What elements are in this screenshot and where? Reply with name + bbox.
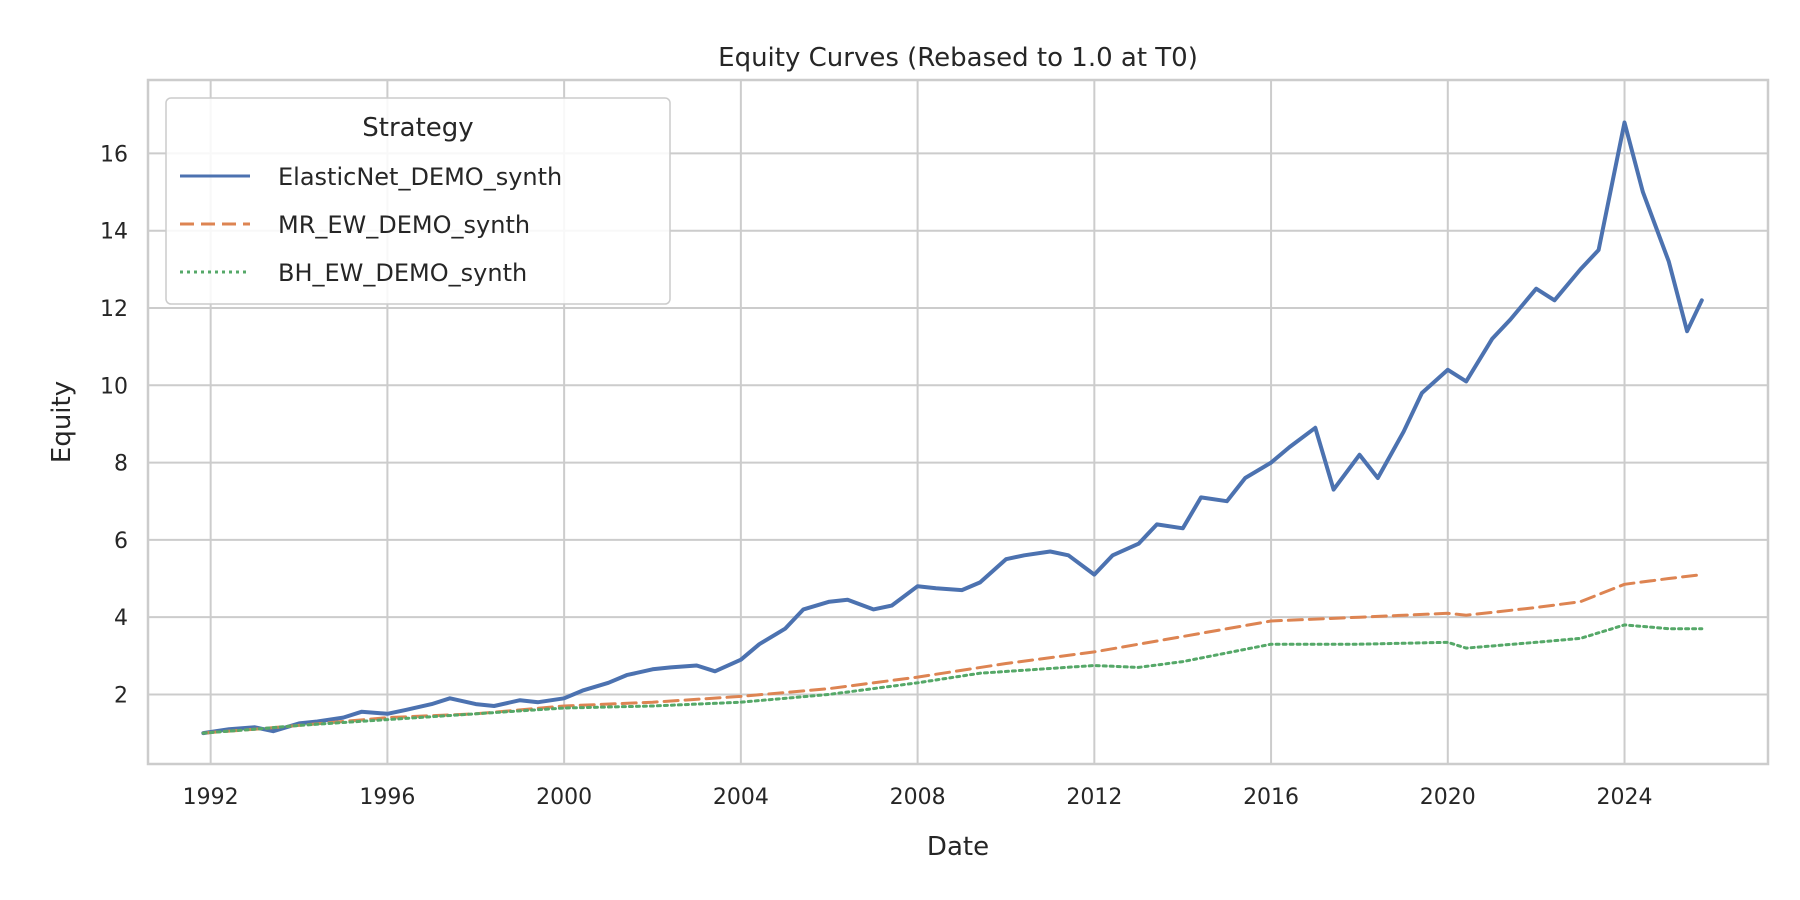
y-tick-labels: 2 4 6 8 10 12 14 16 (100, 142, 128, 708)
x-tick-label: 2008 (890, 785, 946, 810)
y-tick-label: 8 (114, 452, 128, 477)
series-line-0 (201, 120, 1704, 736)
legend-entries: ElasticNet_DEMO_synth MR_EW_DEMO_synth BH_… (180, 163, 562, 287)
y-tick-label: 16 (100, 142, 128, 167)
x-axis-label: Date (927, 832, 989, 862)
x-tick-label: 2012 (1066, 785, 1122, 810)
y-tick-label: 2 (114, 683, 128, 708)
x-tick-label: 1996 (359, 785, 415, 810)
y-tick-label: 4 (114, 606, 128, 631)
y-tick-label: 6 (114, 529, 128, 554)
y-tick-label: 12 (100, 297, 128, 322)
series-line-2 (201, 623, 1704, 735)
legend-label: MR_EW_DEMO_synth (278, 211, 530, 239)
plot-frame (146, 78, 1770, 766)
x-tick-labels: 1992 1996 2000 2004 2008 2012 2016 2020 2024 (183, 785, 1653, 810)
y-tick-label: 10 (100, 374, 128, 399)
x-tick-label: 2024 (1597, 785, 1653, 810)
chart-title: Equity Curves (Rebased to 1.0 at T0) (718, 43, 1198, 73)
y-axis-label: Equity (47, 381, 77, 463)
legend-title: Strategy (362, 113, 473, 143)
series-line-1 (201, 573, 1704, 735)
legend-label: ElasticNet_DEMO_synth (278, 163, 562, 191)
x-tick-label: 2000 (536, 785, 592, 810)
y-tick-label: 14 (100, 220, 128, 245)
x-tick-label: 2016 (1243, 785, 1299, 810)
x-tick-label: 2004 (713, 785, 769, 810)
x-tick-label: 2020 (1420, 785, 1476, 810)
legend-box (165, 97, 671, 305)
series-layer (201, 120, 1704, 736)
legend: Strategy ElasticNet_DEMO_synth MR_EW_DEMO… (165, 97, 671, 305)
legend-label: BH_EW_DEMO_synth (278, 259, 527, 287)
x-tick-label: 1992 (183, 785, 239, 810)
